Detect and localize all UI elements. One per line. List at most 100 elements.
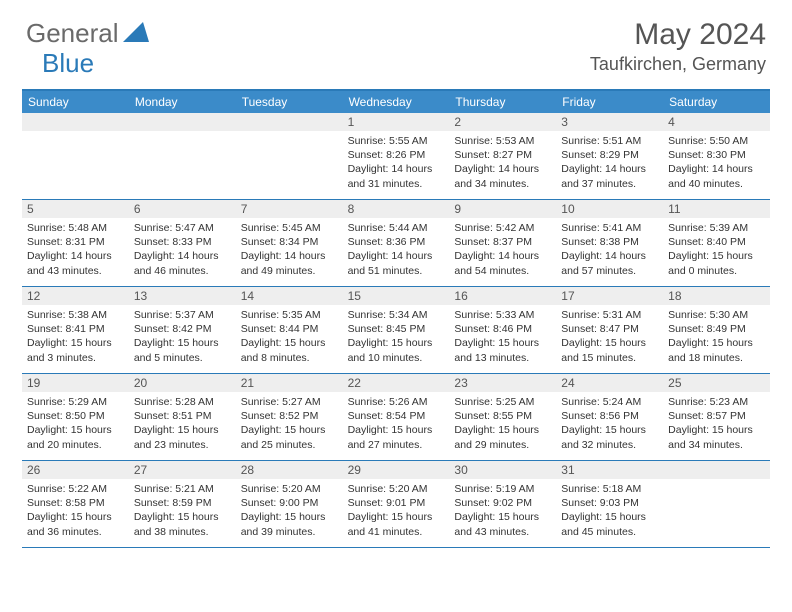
weekday-friday: Friday	[556, 91, 663, 113]
weeks-container: 1Sunrise: 5:55 AMSunset: 8:26 PMDaylight…	[22, 113, 770, 548]
sunset-text: Sunset: 8:37 PM	[454, 235, 551, 249]
day-body: Sunrise: 5:30 AMSunset: 8:49 PMDaylight:…	[663, 305, 770, 370]
daylight-text: Daylight: 15 hours and 8 minutes.	[241, 336, 338, 364]
day-cell: 17Sunrise: 5:31 AMSunset: 8:47 PMDayligh…	[556, 287, 663, 373]
sunset-text: Sunset: 8:51 PM	[134, 409, 231, 423]
sunset-text: Sunset: 8:55 PM	[454, 409, 551, 423]
day-body: Sunrise: 5:41 AMSunset: 8:38 PMDaylight:…	[556, 218, 663, 283]
day-cell: 9Sunrise: 5:42 AMSunset: 8:37 PMDaylight…	[449, 200, 556, 286]
sunset-text: Sunset: 9:02 PM	[454, 496, 551, 510]
week-row: 12Sunrise: 5:38 AMSunset: 8:41 PMDayligh…	[22, 287, 770, 374]
day-body: Sunrise: 5:19 AMSunset: 9:02 PMDaylight:…	[449, 479, 556, 544]
day-body: Sunrise: 5:31 AMSunset: 8:47 PMDaylight:…	[556, 305, 663, 370]
day-cell: 31Sunrise: 5:18 AMSunset: 9:03 PMDayligh…	[556, 461, 663, 547]
page-header: General May 2024 Taufkirchen, Germany	[0, 0, 792, 81]
sunset-text: Sunset: 8:42 PM	[134, 322, 231, 336]
sunrise-text: Sunrise: 5:26 AM	[348, 395, 445, 409]
sunset-text: Sunset: 9:01 PM	[348, 496, 445, 510]
sunset-text: Sunset: 8:36 PM	[348, 235, 445, 249]
day-body	[22, 131, 129, 139]
sunrise-text: Sunrise: 5:19 AM	[454, 482, 551, 496]
sunrise-text: Sunrise: 5:38 AM	[27, 308, 124, 322]
sunrise-text: Sunrise: 5:27 AM	[241, 395, 338, 409]
sunrise-text: Sunrise: 5:35 AM	[241, 308, 338, 322]
brand-part1: General	[26, 18, 119, 49]
day-number: 2	[449, 113, 556, 131]
daylight-text: Daylight: 15 hours and 15 minutes.	[561, 336, 658, 364]
sunrise-text: Sunrise: 5:24 AM	[561, 395, 658, 409]
daylight-text: Daylight: 14 hours and 40 minutes.	[668, 162, 765, 190]
day-body: Sunrise: 5:23 AMSunset: 8:57 PMDaylight:…	[663, 392, 770, 457]
day-body: Sunrise: 5:45 AMSunset: 8:34 PMDaylight:…	[236, 218, 343, 283]
day-number: 29	[343, 461, 450, 479]
day-cell: 25Sunrise: 5:23 AMSunset: 8:57 PMDayligh…	[663, 374, 770, 460]
sunrise-text: Sunrise: 5:50 AM	[668, 134, 765, 148]
sunset-text: Sunset: 8:58 PM	[27, 496, 124, 510]
day-number: 4	[663, 113, 770, 131]
day-body	[663, 479, 770, 487]
day-cell	[22, 113, 129, 199]
day-number: 30	[449, 461, 556, 479]
day-number: 15	[343, 287, 450, 305]
day-number: 7	[236, 200, 343, 218]
day-cell: 27Sunrise: 5:21 AMSunset: 8:59 PMDayligh…	[129, 461, 236, 547]
day-body: Sunrise: 5:42 AMSunset: 8:37 PMDaylight:…	[449, 218, 556, 283]
sunset-text: Sunset: 8:59 PM	[134, 496, 231, 510]
daylight-text: Daylight: 15 hours and 27 minutes.	[348, 423, 445, 451]
day-body: Sunrise: 5:22 AMSunset: 8:58 PMDaylight:…	[22, 479, 129, 544]
daylight-text: Daylight: 15 hours and 3 minutes.	[27, 336, 124, 364]
day-number	[129, 113, 236, 131]
day-body: Sunrise: 5:47 AMSunset: 8:33 PMDaylight:…	[129, 218, 236, 283]
day-body: Sunrise: 5:48 AMSunset: 8:31 PMDaylight:…	[22, 218, 129, 283]
weekday-sunday: Sunday	[22, 91, 129, 113]
title-block: May 2024 Taufkirchen, Germany	[590, 18, 766, 75]
sunset-text: Sunset: 8:56 PM	[561, 409, 658, 423]
sunrise-text: Sunrise: 5:18 AM	[561, 482, 658, 496]
day-body: Sunrise: 5:37 AMSunset: 8:42 PMDaylight:…	[129, 305, 236, 370]
day-number: 20	[129, 374, 236, 392]
day-body: Sunrise: 5:21 AMSunset: 8:59 PMDaylight:…	[129, 479, 236, 544]
daylight-text: Daylight: 15 hours and 20 minutes.	[27, 423, 124, 451]
sunrise-text: Sunrise: 5:44 AM	[348, 221, 445, 235]
sunrise-text: Sunrise: 5:30 AM	[668, 308, 765, 322]
sunset-text: Sunset: 8:46 PM	[454, 322, 551, 336]
sunrise-text: Sunrise: 5:51 AM	[561, 134, 658, 148]
daylight-text: Daylight: 14 hours and 43 minutes.	[27, 249, 124, 277]
sunset-text: Sunset: 8:50 PM	[27, 409, 124, 423]
day-body: Sunrise: 5:18 AMSunset: 9:03 PMDaylight:…	[556, 479, 663, 544]
day-cell: 20Sunrise: 5:28 AMSunset: 8:51 PMDayligh…	[129, 374, 236, 460]
week-row: 19Sunrise: 5:29 AMSunset: 8:50 PMDayligh…	[22, 374, 770, 461]
sunset-text: Sunset: 8:54 PM	[348, 409, 445, 423]
daylight-text: Daylight: 14 hours and 31 minutes.	[348, 162, 445, 190]
day-number: 12	[22, 287, 129, 305]
day-cell: 15Sunrise: 5:34 AMSunset: 8:45 PMDayligh…	[343, 287, 450, 373]
day-number: 5	[22, 200, 129, 218]
sunrise-text: Sunrise: 5:37 AM	[134, 308, 231, 322]
day-cell: 21Sunrise: 5:27 AMSunset: 8:52 PMDayligh…	[236, 374, 343, 460]
day-number: 24	[556, 374, 663, 392]
day-number: 14	[236, 287, 343, 305]
sunrise-text: Sunrise: 5:31 AM	[561, 308, 658, 322]
day-cell: 16Sunrise: 5:33 AMSunset: 8:46 PMDayligh…	[449, 287, 556, 373]
week-row: 26Sunrise: 5:22 AMSunset: 8:58 PMDayligh…	[22, 461, 770, 548]
daylight-text: Daylight: 15 hours and 18 minutes.	[668, 336, 765, 364]
daylight-text: Daylight: 15 hours and 41 minutes.	[348, 510, 445, 538]
day-cell: 1Sunrise: 5:55 AMSunset: 8:26 PMDaylight…	[343, 113, 450, 199]
daylight-text: Daylight: 15 hours and 5 minutes.	[134, 336, 231, 364]
weekday-monday: Monday	[129, 91, 236, 113]
daylight-text: Daylight: 15 hours and 29 minutes.	[454, 423, 551, 451]
weekday-tuesday: Tuesday	[236, 91, 343, 113]
day-number	[22, 113, 129, 131]
day-cell: 30Sunrise: 5:19 AMSunset: 9:02 PMDayligh…	[449, 461, 556, 547]
weekday-thursday: Thursday	[449, 91, 556, 113]
sunrise-text: Sunrise: 5:28 AM	[134, 395, 231, 409]
day-body: Sunrise: 5:26 AMSunset: 8:54 PMDaylight:…	[343, 392, 450, 457]
day-cell: 28Sunrise: 5:20 AMSunset: 9:00 PMDayligh…	[236, 461, 343, 547]
day-body: Sunrise: 5:34 AMSunset: 8:45 PMDaylight:…	[343, 305, 450, 370]
daylight-text: Daylight: 15 hours and 43 minutes.	[454, 510, 551, 538]
day-cell: 6Sunrise: 5:47 AMSunset: 8:33 PMDaylight…	[129, 200, 236, 286]
day-number: 22	[343, 374, 450, 392]
sunset-text: Sunset: 8:27 PM	[454, 148, 551, 162]
sunset-text: Sunset: 9:03 PM	[561, 496, 658, 510]
day-cell: 18Sunrise: 5:30 AMSunset: 8:49 PMDayligh…	[663, 287, 770, 373]
